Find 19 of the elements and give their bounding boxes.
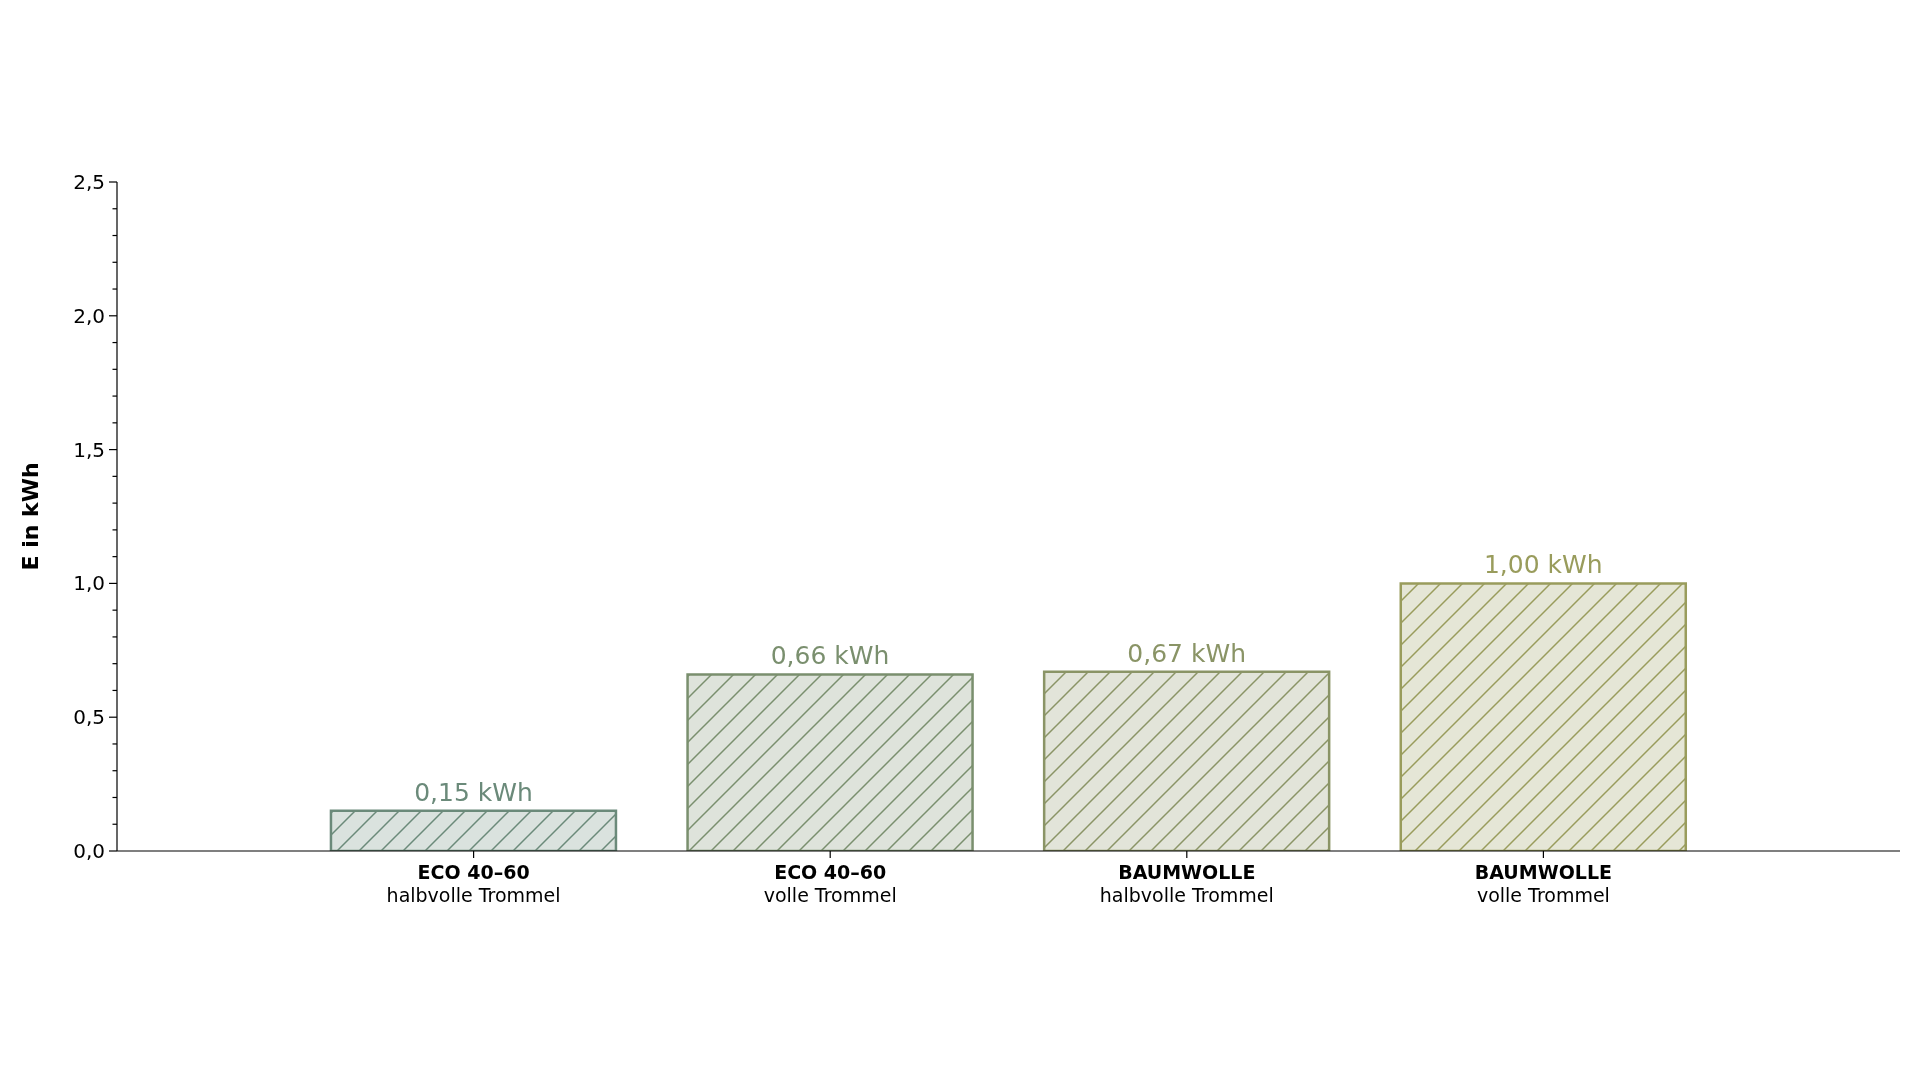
bar: [329, 809, 618, 851]
y-tick-label: 2,0: [73, 303, 105, 328]
data-label: 0,66 kWh: [770, 641, 890, 671]
y-axis-title: E in kWh: [17, 462, 43, 571]
bar: [686, 673, 974, 851]
x-tick-label: ECO 40–60 halbvolle Trommel: [386, 861, 561, 906]
x-tick-label: ECO 40–60 volle Trommel: [763, 861, 897, 906]
y-tick-label: 0,0: [73, 839, 105, 863]
x-tick-label: BAUMWOLLE volle Trommel: [1474, 861, 1613, 906]
y-tick-label: 1,0: [73, 571, 105, 596]
data-label: 1,00 kWh: [1483, 550, 1603, 580]
x-tick-label: BAUMWOLLE halbvolle Trommel: [1099, 861, 1274, 906]
data-label: 0,15 kWh: [414, 777, 533, 807]
y-tick-label: 1,5: [73, 437, 105, 462]
bar: [1399, 582, 1688, 851]
data-label: 0,67 kWh: [1127, 638, 1246, 668]
y-tick-label: 2,5: [73, 170, 105, 194]
y-tick-label: 0,5: [73, 705, 105, 730]
bar: [1042, 670, 1331, 851]
